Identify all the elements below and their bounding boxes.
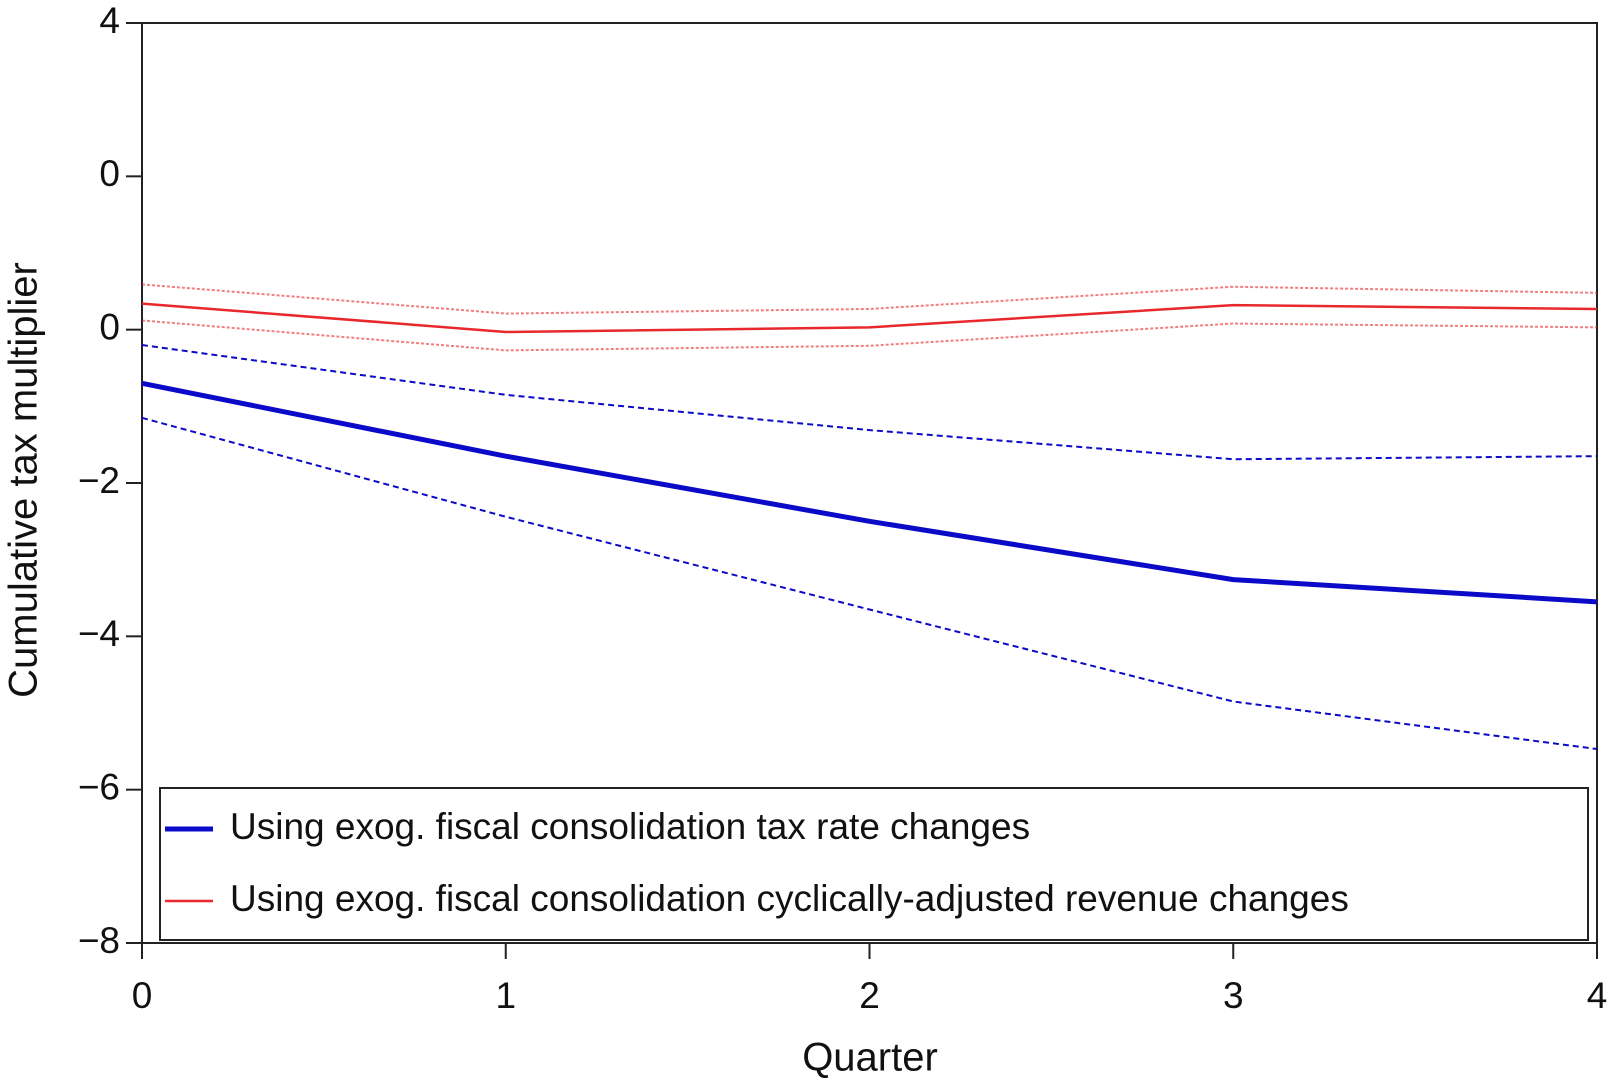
series-line <box>141 302 1598 334</box>
series-line <box>141 380 1598 605</box>
legend-box <box>159 787 1589 941</box>
confidence-band-line <box>141 319 1598 352</box>
y-tick-label: 0 <box>99 306 120 347</box>
legend-label: Using exog. fiscal consolidation cyclica… <box>230 878 1349 919</box>
x-axis-title: Quarter <box>802 1036 938 1080</box>
confidence-band-line <box>141 416 1598 751</box>
y-axis-title: Cumulative tax multiplier <box>2 262 46 698</box>
x-tick-label: 4 <box>1587 975 1608 1016</box>
x-tick-label: 2 <box>859 975 880 1016</box>
x-tick-label: 1 <box>495 975 516 1016</box>
confidence-band-line <box>141 283 1598 315</box>
x-tick-label: 3 <box>1223 975 1244 1016</box>
y-tick-label: −4 <box>78 613 120 654</box>
y-tick-label: −6 <box>78 766 120 807</box>
y-tick-label: −8 <box>78 920 120 961</box>
confidence-band-line <box>141 344 1598 461</box>
x-tick-label: 0 <box>132 975 153 1016</box>
y-tick-label: 4 <box>99 0 120 41</box>
y-tick-label: 0 <box>99 153 120 194</box>
legend-label: Using exog. fiscal consolidation tax rat… <box>230 806 1030 847</box>
y-tick-label: −2 <box>78 460 120 501</box>
